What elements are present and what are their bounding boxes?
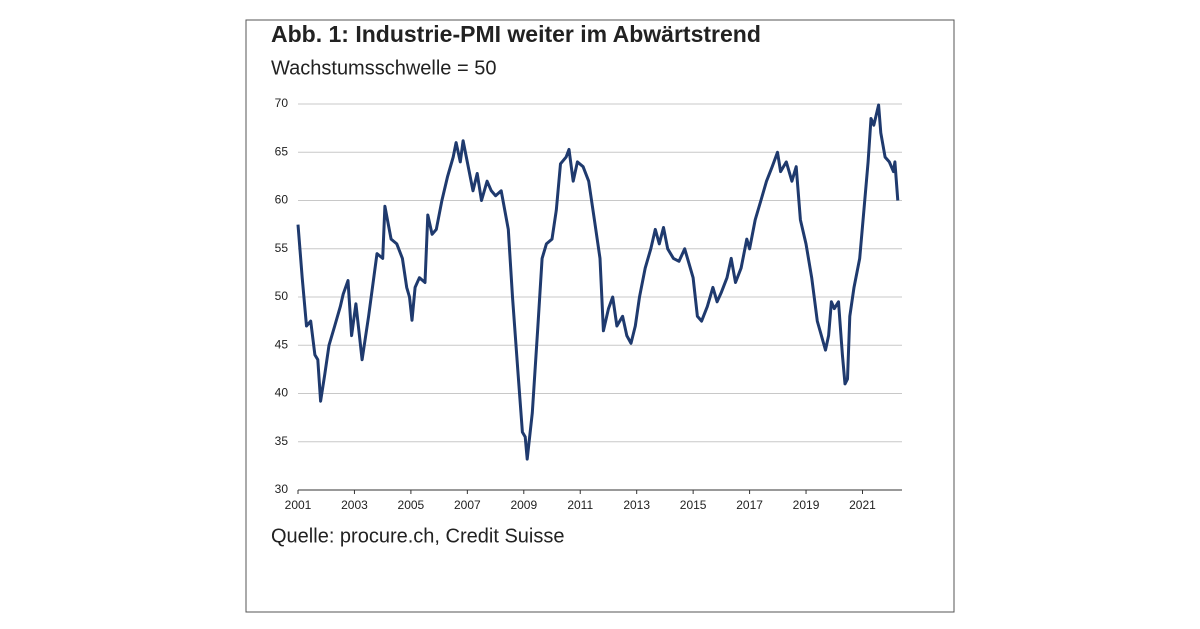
y-tick-label: 35 <box>275 434 289 448</box>
y-tick-label: 65 <box>275 144 289 158</box>
x-tick-label: 2003 <box>341 498 368 512</box>
y-tick-label: 30 <box>275 482 289 496</box>
y-tick-label: 40 <box>275 386 289 400</box>
x-tick-label: 2021 <box>849 498 876 512</box>
frame <box>245 19 955 613</box>
x-tick-label: 2005 <box>398 498 425 512</box>
y-tick-label: 50 <box>275 289 289 303</box>
y-tick-label: 70 <box>275 96 289 110</box>
x-tick-label: 2007 <box>454 498 481 512</box>
x-tick-label: 2017 <box>736 498 763 512</box>
x-tick-label: 2011 <box>567 498 593 512</box>
y-tick-label: 60 <box>275 193 289 207</box>
y-tick-label: 55 <box>275 241 289 255</box>
chart-title: Abb. 1: Industrie-PMI weiter im Abwärtst… <box>271 21 761 47</box>
x-tick-label: 2019 <box>793 498 820 512</box>
chart-subtitle: Wachstumsschwelle = 50 <box>271 57 496 79</box>
x-tick-label: 2001 <box>285 498 312 512</box>
y-tick-label: 45 <box>275 337 289 351</box>
x-tick-label: 2015 <box>680 498 707 512</box>
data-line <box>296 103 900 461</box>
x-tick-label: 2013 <box>623 498 650 512</box>
x-tick-label: 2009 <box>510 498 537 512</box>
source: Quelle: procure.ch, Credit Suisse <box>271 525 564 547</box>
